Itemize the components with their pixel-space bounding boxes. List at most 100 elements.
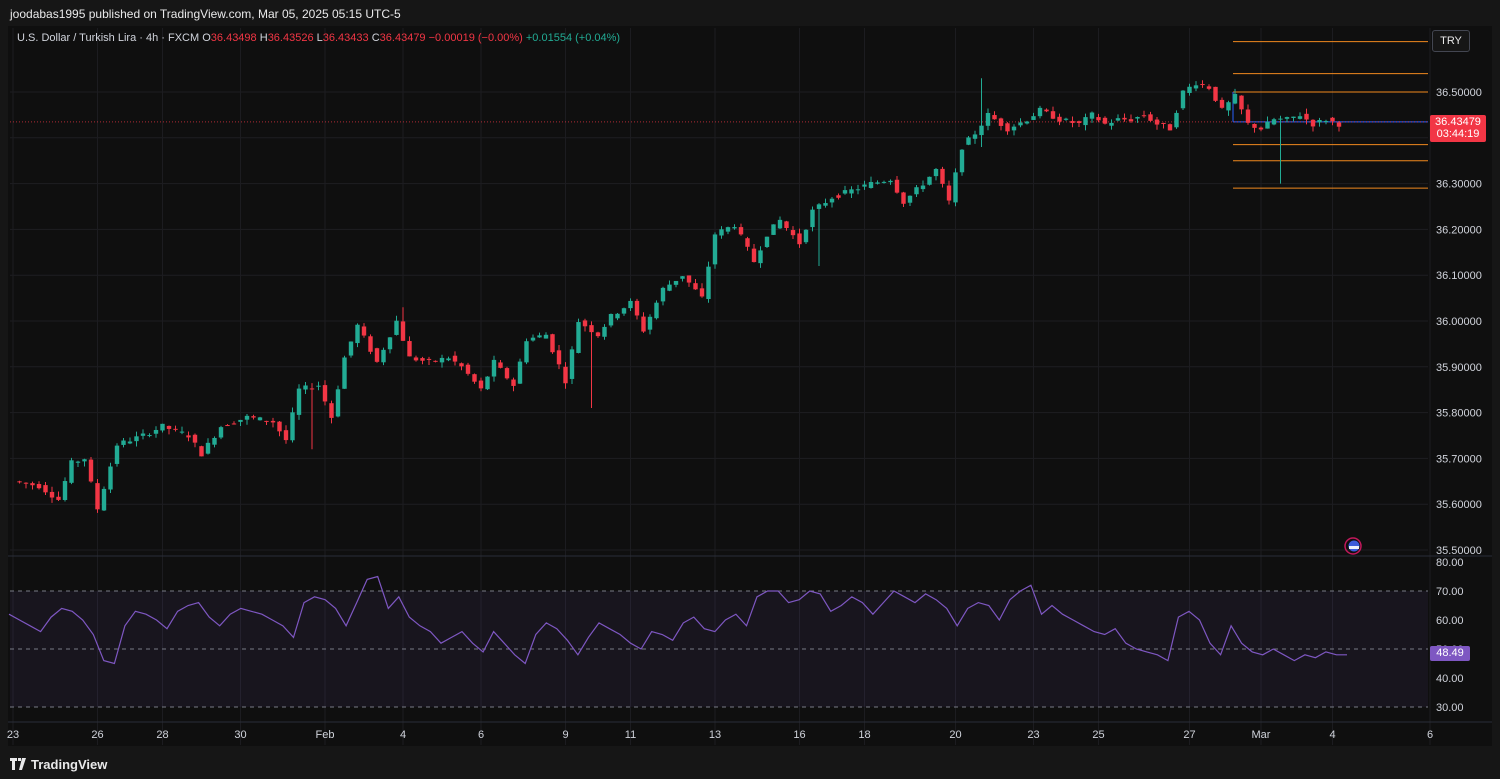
candle-body-down bbox=[43, 485, 48, 493]
open-value: 36.43498 bbox=[210, 32, 257, 44]
candle-body-up bbox=[732, 227, 737, 229]
candle-body-down bbox=[1057, 116, 1062, 122]
candle-body-up bbox=[387, 337, 393, 350]
candle-body-up bbox=[985, 113, 991, 126]
candle-body-up bbox=[316, 385, 321, 387]
time-axis-label: 27 bbox=[1183, 729, 1195, 741]
candle-body-up bbox=[758, 250, 763, 264]
candle-body-up bbox=[855, 189, 861, 191]
candle-body-up bbox=[576, 322, 581, 353]
candle-body-up bbox=[777, 219, 783, 229]
candle-body-down bbox=[1141, 115, 1147, 117]
candle-body-down bbox=[1050, 111, 1056, 119]
time-axis-label: 25 bbox=[1092, 729, 1104, 741]
candle-body-up bbox=[1018, 122, 1023, 126]
candle-body-down bbox=[95, 483, 100, 510]
candle-body-down bbox=[563, 366, 568, 384]
candle-body-up bbox=[355, 324, 360, 344]
candle-body-up bbox=[134, 436, 139, 442]
candle-body-down bbox=[634, 300, 640, 316]
candle-body-up bbox=[1226, 102, 1231, 111]
candle-body-down bbox=[504, 368, 510, 379]
candle-body-down bbox=[368, 336, 373, 352]
candle-body-up bbox=[920, 185, 926, 190]
candle-body-down bbox=[400, 321, 406, 341]
candle-body-down bbox=[797, 233, 802, 245]
time-axis-label: 26 bbox=[91, 729, 103, 741]
candle-body-down bbox=[199, 446, 204, 457]
time-axis-label: 4 bbox=[400, 729, 406, 741]
candle-body-up bbox=[875, 182, 880, 184]
candle-body-down bbox=[264, 420, 269, 422]
candle-body-up bbox=[394, 320, 399, 335]
candle-body-up bbox=[101, 488, 107, 511]
candle-body-up bbox=[160, 423, 165, 431]
candle-body-down bbox=[361, 326, 367, 336]
time-axis-label: 20 bbox=[949, 729, 961, 741]
candle-body-up bbox=[1187, 86, 1192, 93]
chart-frame[interactable] bbox=[8, 26, 1492, 746]
candle-body-up bbox=[1291, 116, 1296, 118]
price-axis-label: 35.70000 bbox=[1436, 453, 1482, 465]
candle-body-up bbox=[147, 435, 152, 437]
candle-body-up bbox=[244, 415, 250, 420]
candle-body-up bbox=[927, 176, 932, 185]
candle-body-down bbox=[699, 288, 705, 297]
candle-body-down bbox=[1148, 114, 1153, 121]
candle-body-up bbox=[621, 308, 627, 314]
candle-body-up bbox=[725, 227, 731, 232]
candle-body-down bbox=[1122, 117, 1127, 120]
open-label: O bbox=[202, 32, 211, 44]
candle-body-up bbox=[140, 433, 146, 436]
close-label: C bbox=[371, 32, 380, 44]
candle-body-down bbox=[374, 348, 380, 362]
candle-body-down bbox=[1044, 109, 1049, 112]
candle-body-down bbox=[36, 484, 42, 489]
time-axis-label: 16 bbox=[793, 729, 805, 741]
candle-body-up bbox=[1193, 85, 1199, 89]
rsi-value-badge: 48.49 bbox=[1430, 646, 1470, 661]
footer: TradingView bbox=[0, 750, 1500, 779]
candle-body-down bbox=[693, 283, 698, 290]
candle-body-down bbox=[686, 275, 692, 283]
candle-body-down bbox=[940, 168, 945, 184]
candle-body-up bbox=[153, 429, 159, 434]
candle-body-up bbox=[524, 341, 529, 363]
currency-button[interactable]: TRY bbox=[1432, 30, 1470, 52]
candle-body-up bbox=[719, 229, 724, 236]
candle-body-up bbox=[810, 209, 815, 228]
candle-body-down bbox=[426, 358, 432, 360]
candle-body-down bbox=[595, 332, 601, 337]
rsi-axis-label: 80.00 bbox=[1436, 557, 1464, 569]
price-axis-label: 36.30000 bbox=[1436, 179, 1482, 191]
candle-body-up bbox=[381, 349, 386, 363]
candle-body-down bbox=[420, 358, 425, 361]
candle-body-down bbox=[511, 379, 516, 386]
candle-body-down bbox=[745, 238, 750, 247]
candle-body-down bbox=[322, 385, 328, 402]
candle-body-up bbox=[868, 182, 874, 188]
candle-body-up bbox=[823, 203, 828, 206]
candle-body-up bbox=[114, 445, 120, 464]
candle-body-up bbox=[914, 187, 919, 195]
candle-body-down bbox=[1330, 117, 1335, 122]
candle-body-up bbox=[1083, 117, 1088, 126]
candle-body-up bbox=[1174, 112, 1179, 128]
candle-body-up bbox=[1278, 118, 1283, 120]
price-axis-label: 36.00000 bbox=[1436, 316, 1482, 328]
candle-body-up bbox=[218, 427, 224, 438]
candle-body-up bbox=[335, 389, 341, 417]
high-value: 36.43526 bbox=[267, 32, 314, 44]
rsi-axis-label: 70.00 bbox=[1436, 586, 1464, 598]
candle-body-up bbox=[1109, 122, 1114, 126]
candle-body-down bbox=[309, 388, 315, 390]
candle-body-up bbox=[881, 181, 887, 183]
candle-body-down bbox=[836, 195, 841, 198]
candle-body-down bbox=[1310, 119, 1316, 127]
candle-body-up bbox=[127, 441, 133, 444]
time-axis-label: 28 bbox=[156, 729, 168, 741]
candle-body-up bbox=[1011, 126, 1017, 131]
candle-body-down bbox=[1076, 121, 1082, 124]
candle-body-down bbox=[1200, 84, 1205, 86]
